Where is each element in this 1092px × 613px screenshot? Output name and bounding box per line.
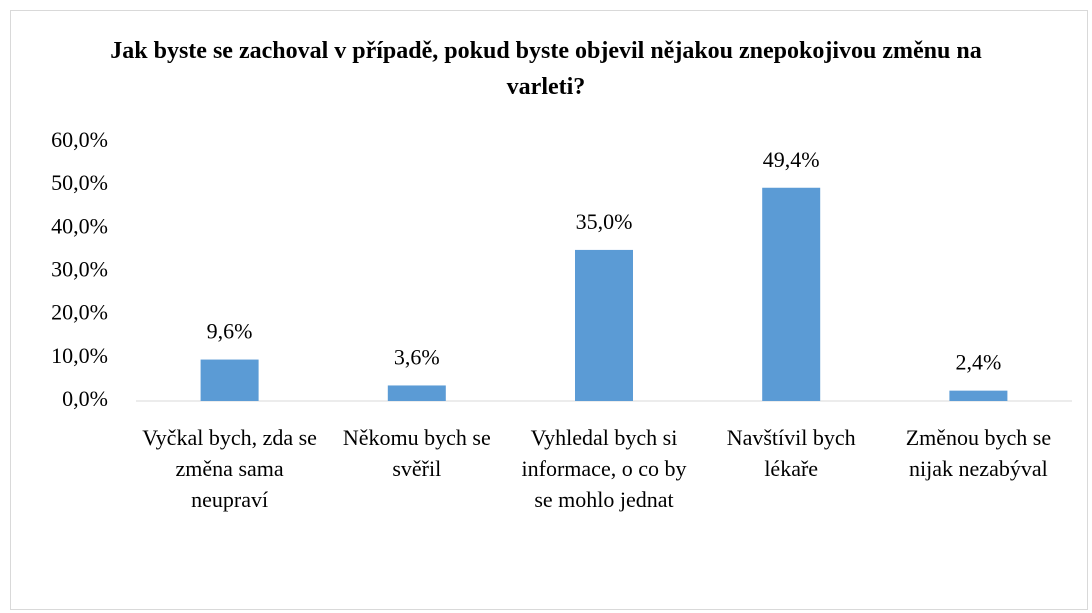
y-tick-label: 50,0% xyxy=(51,170,108,195)
x-tick-label: Vyčkal bych, zda se změna sama neupraví xyxy=(142,425,317,512)
x-tick-label: Vyhledal bych si informace, o co by se m… xyxy=(521,425,687,512)
value-label: 49,4% xyxy=(763,147,820,172)
y-tick-label: 30,0% xyxy=(51,257,108,282)
x-tick-label: Změnou bych se nijak nezabýval xyxy=(905,425,1052,481)
bar xyxy=(949,390,1008,401)
x-tick-label: Někomu bych se svěřil xyxy=(342,425,491,481)
chart-title: Jak byste se zachoval v případě, pokud b… xyxy=(110,38,982,100)
chart-border xyxy=(10,10,1088,610)
bar xyxy=(387,385,446,401)
y-tick-label: 40,0% xyxy=(51,213,108,238)
y-tick-label: 0,0% xyxy=(62,386,108,411)
value-label: 2,4% xyxy=(955,350,1001,375)
value-label: 9,6% xyxy=(207,319,253,344)
bar xyxy=(200,359,259,401)
y-tick-label: 60,0% xyxy=(51,127,108,152)
y-tick-label: 20,0% xyxy=(51,300,108,325)
x-tick-label: Navštívil bych lékaře xyxy=(726,425,856,481)
bar xyxy=(762,187,821,401)
value-label: 3,6% xyxy=(394,345,440,370)
value-label: 35,0% xyxy=(576,209,633,234)
bar xyxy=(575,249,633,401)
y-tick-label: 10,0% xyxy=(51,343,108,368)
